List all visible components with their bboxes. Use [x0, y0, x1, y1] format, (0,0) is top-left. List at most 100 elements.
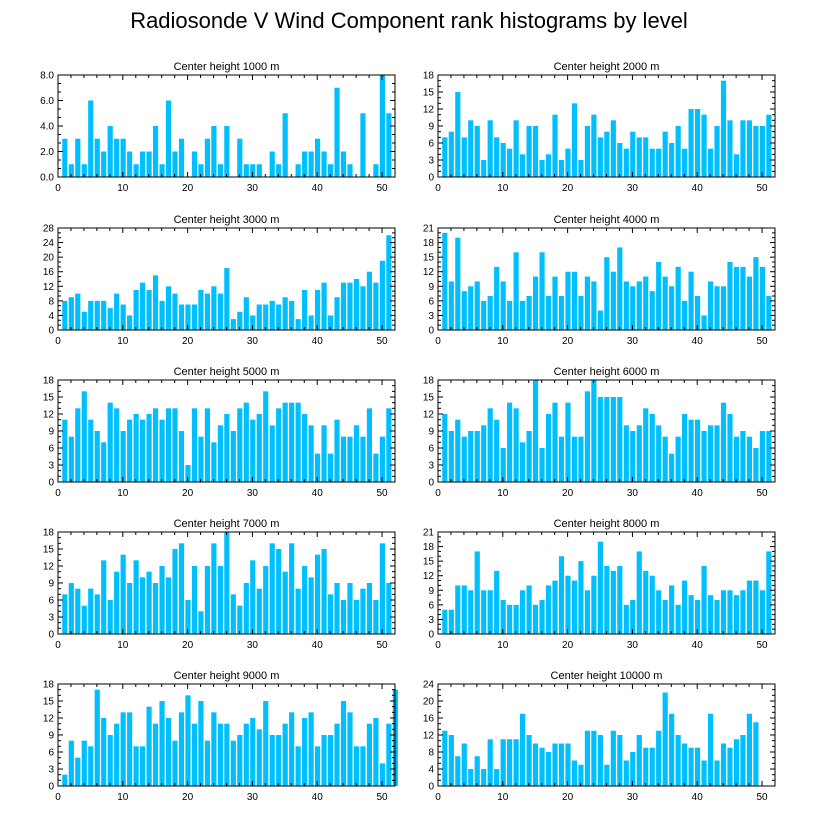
histogram-bar [740, 120, 746, 177]
histogram-bar [714, 425, 720, 482]
histogram-bar [314, 746, 321, 786]
x-tick-label: 40 [312, 792, 324, 803]
histogram-bar [507, 148, 513, 177]
histogram-bar [302, 151, 308, 177]
panel-title: Center height 2000 m [554, 61, 660, 73]
histogram-bar [733, 436, 740, 482]
histogram-bar [366, 271, 373, 330]
histogram-bar [649, 148, 655, 177]
histogram-bar [211, 442, 217, 482]
histogram-bar [62, 594, 68, 634]
y-tick-label: 16 [423, 714, 435, 725]
histogram-bar [643, 570, 649, 634]
histogram-bar [688, 419, 694, 482]
histogram-bar [353, 279, 360, 330]
histogram-bar [753, 580, 759, 634]
histogram-bar [360, 436, 366, 482]
x-tick-label: 30 [247, 183, 259, 194]
histogram-bar [94, 689, 100, 786]
histogram-bar [591, 380, 597, 482]
y-tick-label: 18 [423, 71, 435, 82]
histogram-bar [114, 723, 120, 786]
histogram-bar [263, 391, 269, 482]
histogram-bar [230, 740, 236, 786]
histogram-bar [636, 281, 642, 330]
y-tick-label: 4 [48, 311, 54, 322]
y-tick-label: 12 [423, 571, 435, 582]
y-tick-label: 15 [423, 393, 435, 404]
histogram-bar [455, 419, 461, 482]
histogram-bar [565, 402, 571, 482]
y-tick-label: 12 [43, 282, 55, 293]
histogram-bar [494, 137, 500, 177]
histogram-bar [746, 436, 753, 482]
x-tick-label: 20 [182, 640, 194, 651]
histogram-bar [597, 137, 603, 177]
y-tick-label: 9 [428, 427, 434, 438]
histogram-bar [571, 271, 578, 330]
histogram-bar [88, 746, 94, 786]
histogram-bar [75, 408, 81, 482]
histogram-bar [610, 730, 616, 786]
histogram-bar [442, 137, 448, 177]
y-tick-label: 3 [48, 461, 54, 472]
histogram-bar [682, 414, 688, 482]
histogram-bar [107, 126, 113, 177]
histogram-bar [127, 419, 133, 482]
histogram-bar [165, 577, 172, 634]
histogram-bar [217, 566, 223, 634]
histogram-bar [461, 137, 467, 177]
histogram-bar [682, 300, 688, 330]
histogram-bar [604, 566, 610, 634]
histogram-bar [571, 436, 578, 482]
histogram-bar [295, 402, 301, 482]
x-tick-label: 0 [55, 640, 61, 651]
histogram-bar [178, 543, 185, 634]
x-tick-label: 20 [562, 640, 574, 651]
histogram-bar [610, 570, 616, 634]
y-tick-label: 9 [48, 579, 54, 590]
x-tick-label: 10 [117, 183, 129, 194]
histogram-bar [565, 575, 571, 634]
x-tick-label: 10 [117, 488, 129, 499]
histogram-bar [172, 151, 178, 177]
histogram-bar [133, 289, 139, 330]
histogram-bar [468, 590, 474, 634]
y-tick-label: 16 [43, 267, 55, 278]
histogram-bar [314, 289, 321, 330]
histogram-bar [94, 594, 100, 634]
histogram-bar [532, 380, 539, 482]
histogram-bar [379, 260, 385, 330]
histogram-bar [688, 747, 694, 786]
histogram-bar [62, 774, 68, 786]
histogram-bar [101, 718, 107, 786]
histogram-bar [461, 743, 467, 786]
y-tick-label: 3 [48, 613, 54, 624]
histogram-bar [289, 300, 295, 330]
histogram-bar [140, 151, 146, 177]
histogram-bar [636, 551, 642, 634]
histogram-bar [256, 588, 262, 634]
y-tick-label: 24 [423, 680, 435, 691]
histogram-bar [152, 126, 159, 177]
histogram-bar [494, 769, 500, 786]
histogram-bar [630, 600, 636, 634]
histogram-bar [347, 583, 353, 634]
panel-title: Center height 6000 m [554, 366, 660, 378]
x-tick-label: 40 [312, 640, 324, 651]
histogram-bar [746, 713, 753, 786]
histogram-bar [68, 583, 74, 634]
histogram-bar [643, 276, 649, 330]
histogram-bar [584, 276, 591, 330]
histogram-bar [617, 735, 623, 786]
y-tick-label: 20 [423, 697, 435, 708]
x-tick-label: 0 [55, 183, 61, 194]
histogram-bar [379, 763, 385, 786]
histogram-bar [276, 408, 282, 482]
panel-title: Center height 9000 m [174, 670, 280, 682]
histogram-bar [461, 436, 467, 482]
histogram-bar [334, 723, 340, 786]
x-tick-label: 30 [627, 792, 639, 803]
x-tick-label: 40 [692, 792, 704, 803]
histogram-bar [263, 566, 269, 634]
